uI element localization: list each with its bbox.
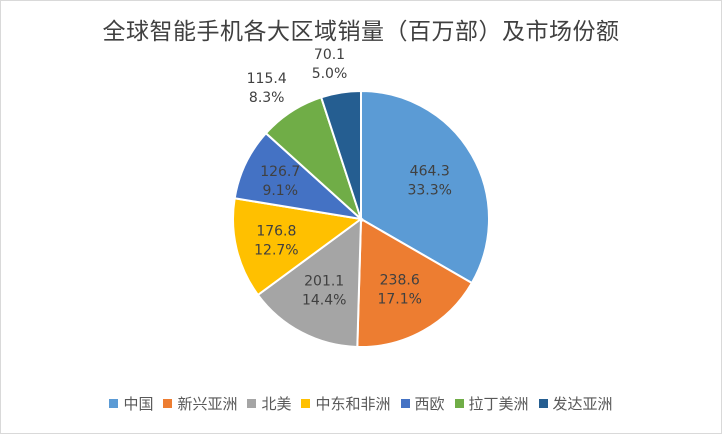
data-label-value-5: 115.4 [247, 71, 287, 87]
data-label-value-2: 201.1 [304, 273, 344, 289]
pie-slice-1 [356, 217, 474, 348]
data-label-percent-5: 8.3% [249, 90, 285, 106]
pie-data-labels: 464.3 33.3% 238.6 17.1% 201.1 14.4% 176.8 12.7%… [247, 47, 452, 308]
pie-slice-2 [256, 216, 363, 348]
data-label-value-6: 70.1 [314, 47, 345, 63]
legend-swatch-4 [400, 399, 410, 408]
legend-label-1: 新兴亚洲 [177, 395, 238, 413]
data-label-value-4: 126.7 [260, 164, 300, 180]
legend-swatch-1 [163, 399, 173, 408]
data-label-percent-1: 17.1% [377, 291, 421, 307]
legend-item-2: 北美 [247, 393, 291, 414]
legend-item-4: 西欧 [400, 393, 445, 414]
legend-swatch-6 [538, 399, 548, 408]
data-label-percent-4: 9.1% [262, 183, 298, 199]
legend-swatch-0 [109, 399, 119, 408]
legend-label-0: 中国 [123, 395, 154, 413]
legend-swatch-2 [247, 399, 257, 408]
data-label-value-1: 238.6 [380, 272, 420, 288]
data-label-value-0: 464.3 [410, 163, 450, 179]
legend-item-0: 中国 [109, 393, 153, 414]
legend-item-3: 中东和非洲 [301, 393, 391, 414]
legend-swatch-3 [301, 399, 311, 408]
legend-label-3: 中东和非洲 [315, 395, 391, 413]
legend-label-5: 拉丁美洲 [468, 395, 529, 413]
legend-item-6: 发达亚洲 [538, 393, 613, 414]
legend-label-6: 发达亚洲 [552, 395, 613, 413]
data-label-percent-6: 5.0% [312, 66, 348, 82]
chart-title: 全球智能手机各大区域销量（百万部）及市场份额 [102, 19, 620, 45]
chart-legend: 中国 新兴亚洲 北美 中东和非洲 西欧 拉丁美洲 发达亚洲 [0, 393, 722, 414]
data-label-value-3: 176.8 [256, 223, 296, 239]
pie-slices [232, 89, 490, 348]
data-label-percent-3: 12.7% [254, 242, 298, 258]
legend-item-5: 拉丁美洲 [454, 393, 529, 414]
data-label-percent-2: 14.4% [302, 292, 346, 308]
pie-slice-6 [319, 89, 362, 220]
data-label-percent-0: 33.3% [407, 182, 451, 198]
pie-slice-3 [232, 197, 364, 297]
legend-item-1: 新兴亚洲 [163, 393, 237, 414]
legend-label-2: 北美 [261, 395, 292, 413]
legend-label-4: 西欧 [414, 395, 445, 413]
pie-slice-0 [360, 89, 490, 285]
legend-swatch-5 [454, 399, 464, 408]
